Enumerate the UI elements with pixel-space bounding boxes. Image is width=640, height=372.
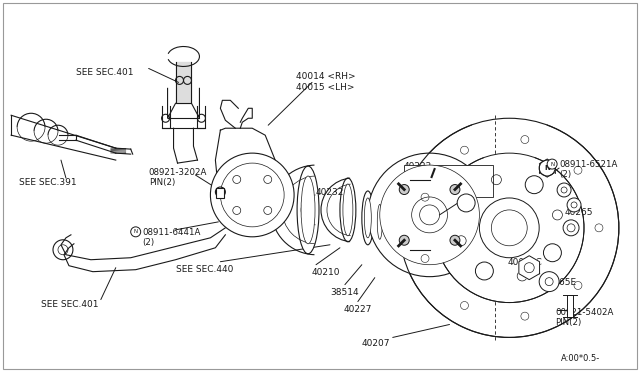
Text: 38514: 38514 [330, 288, 358, 296]
Polygon shape [220, 100, 240, 128]
Polygon shape [175, 62, 191, 103]
Text: 40222: 40222 [404, 162, 432, 171]
Text: 08911-6521A
(2): 08911-6521A (2) [559, 160, 618, 180]
Polygon shape [216, 128, 278, 232]
Circle shape [476, 262, 493, 280]
Circle shape [380, 165, 479, 265]
Ellipse shape [340, 178, 356, 242]
Text: N: N [134, 229, 138, 234]
Circle shape [211, 153, 294, 237]
Circle shape [563, 220, 579, 236]
Circle shape [547, 159, 557, 169]
Bar [404, 165, 493, 197]
Ellipse shape [343, 184, 353, 236]
Text: 40227: 40227 [344, 305, 372, 314]
Text: 40202M: 40202M [435, 186, 470, 195]
Circle shape [543, 244, 561, 262]
Circle shape [539, 160, 555, 176]
Text: 40207: 40207 [362, 339, 390, 349]
Circle shape [557, 183, 571, 197]
Circle shape [435, 153, 584, 302]
Circle shape [399, 185, 409, 195]
Text: 08921-3202A
PIN(2): 08921-3202A PIN(2) [148, 168, 207, 187]
Text: 08911-6441A
(2): 08911-6441A (2) [143, 228, 201, 247]
Text: 40232: 40232 [316, 188, 344, 197]
Text: 40222: 40222 [408, 170, 436, 179]
Text: 40052C: 40052C [508, 258, 542, 267]
Text: 40265: 40265 [564, 208, 593, 217]
Text: SEE SEC.401: SEE SEC.401 [76, 68, 133, 77]
Circle shape [457, 194, 475, 212]
Circle shape [525, 176, 543, 194]
Circle shape [450, 235, 460, 245]
Text: 00921-5402A
PIN(2): 00921-5402A PIN(2) [555, 308, 614, 327]
Circle shape [131, 227, 141, 237]
Ellipse shape [297, 166, 319, 254]
Bar [460, 188, 511, 216]
Ellipse shape [378, 205, 382, 239]
Text: N: N [550, 161, 554, 167]
Ellipse shape [364, 198, 371, 238]
Circle shape [399, 235, 409, 245]
Text: 40265E: 40265E [542, 278, 576, 287]
Circle shape [567, 198, 581, 212]
Polygon shape [61, 228, 225, 272]
Text: 40210: 40210 [312, 268, 340, 277]
Circle shape [400, 118, 619, 337]
Ellipse shape [301, 176, 315, 244]
Text: SEE SEC.440: SEE SEC.440 [175, 265, 233, 274]
Bar [567, 295, 573, 317]
Text: A:00*0.5-: A:00*0.5- [561, 355, 600, 363]
Text: 40014 <RH>
40015 <LH>: 40014 <RH> 40015 <LH> [296, 73, 356, 92]
Text: N: N [544, 165, 550, 171]
Ellipse shape [401, 180, 419, 250]
Circle shape [450, 185, 460, 195]
Circle shape [539, 272, 559, 292]
Circle shape [368, 153, 492, 277]
Text: SEE SEC.401: SEE SEC.401 [41, 299, 99, 309]
Ellipse shape [362, 191, 374, 245]
Ellipse shape [375, 198, 385, 246]
Polygon shape [519, 256, 540, 280]
Text: SEE SEC.391: SEE SEC.391 [19, 178, 77, 187]
Bar [216, 188, 225, 198]
